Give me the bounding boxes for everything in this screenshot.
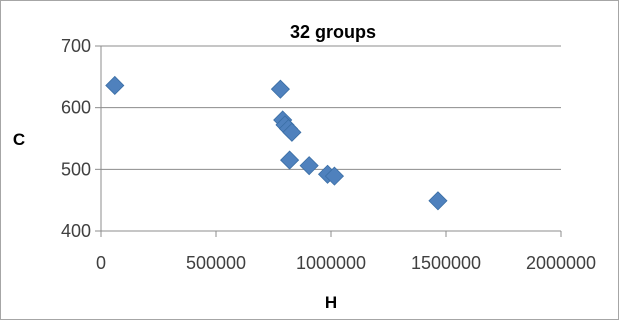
data-point-0-6 [280, 150, 300, 170]
tick-labels: 400 500 600 700 0 500000 1000000 1500000 2000000 [61, 36, 596, 273]
x-axis-title: H [325, 293, 337, 312]
data-points [105, 75, 448, 211]
data-point-0-10 [428, 191, 448, 211]
data-point-0-7 [299, 156, 319, 176]
y-tick-label-0: 400 [61, 221, 91, 241]
chart-title: 32 groups [290, 22, 376, 42]
y-tick-label-2: 600 [61, 98, 91, 118]
y-tick-label-3: 700 [61, 36, 91, 56]
y-tick-label-1: 500 [61, 159, 91, 179]
x-tick-label-3: 1500000 [411, 253, 481, 273]
x-tick-label-4: 2000000 [526, 253, 596, 273]
x-tick-label-2: 1000000 [296, 253, 366, 273]
y-axis-title: C [13, 130, 25, 149]
data-point-0-1 [270, 79, 290, 99]
axis-layer [95, 45, 562, 237]
data-point-0-9 [324, 166, 345, 186]
grid-layer [101, 45, 561, 232]
data-point-0-5 [282, 122, 302, 142]
x-tick-label-1: 500000 [186, 253, 246, 273]
x-tick-label-0: 0 [96, 253, 106, 273]
data-point-0-0 [105, 75, 125, 96]
